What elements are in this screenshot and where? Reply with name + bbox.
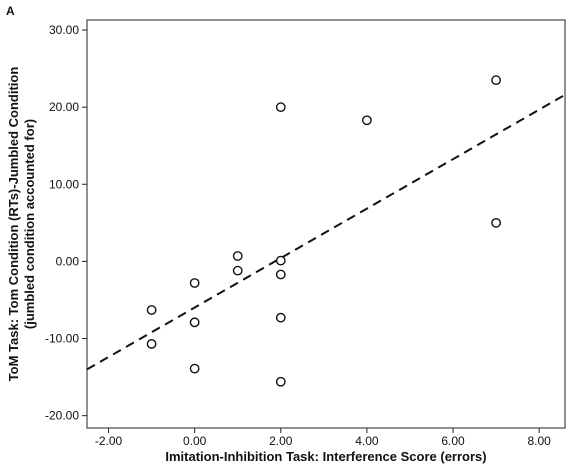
y-tick-label: 30.00: [49, 23, 79, 37]
x-axis-ticks: -2.00 0.00 2.00 4.00 6.00 8.00: [95, 428, 551, 448]
scatter-point: [189, 278, 200, 288]
regression-fit-line: [86, 93, 566, 371]
y-tick-label: -20.00: [45, 409, 79, 423]
panel-label: A: [6, 4, 15, 18]
scatter-point: [275, 312, 286, 323]
y-tick-label: 0.00: [56, 254, 80, 268]
scatter-point: [146, 339, 157, 349]
y-tick-label: 10.00: [49, 177, 79, 191]
data-points: [146, 75, 501, 387]
scatter-point: [232, 265, 243, 276]
y-tick-label: 20.00: [49, 100, 79, 114]
scatter-point: [146, 305, 157, 315]
scatter-point: [491, 217, 501, 228]
y-axis-ticks: -20.00 -10.00 0.00 10.00 20.00 30.00: [45, 23, 87, 423]
scatter-point: [491, 75, 501, 86]
scatter-point: [189, 363, 200, 374]
x-tick-label: 2.00: [269, 434, 293, 448]
scatter-point: [362, 115, 372, 126]
x-tick-label: 6.00: [441, 434, 465, 448]
y-axis-title-line-1: ToM Task: Tom Condition (RTs)-Jumbled Co…: [6, 67, 21, 382]
x-axis-title: Imitation-Inhibition Task: Interference …: [165, 449, 486, 464]
x-tick-label: 0.00: [183, 434, 207, 448]
x-tick-label: 8.00: [527, 434, 551, 448]
scatter-point: [275, 255, 286, 266]
y-axis-title-line-2: (jumbled condition accounted for): [22, 119, 37, 329]
scatter-point: [275, 269, 286, 280]
x-tick-label: 4.00: [355, 434, 379, 448]
y-axis-title: ToM Task: Tom Condition (RTs)-Jumbled Co…: [6, 67, 37, 382]
x-tick-label: -2.00: [95, 434, 123, 448]
scatter-point: [275, 102, 286, 113]
scatter-point: [232, 251, 243, 261]
scatter-point: [275, 376, 286, 387]
scatter-point: [189, 317, 200, 328]
plot-frame: [86, 19, 566, 429]
y-tick-label: -10.00: [45, 332, 79, 346]
